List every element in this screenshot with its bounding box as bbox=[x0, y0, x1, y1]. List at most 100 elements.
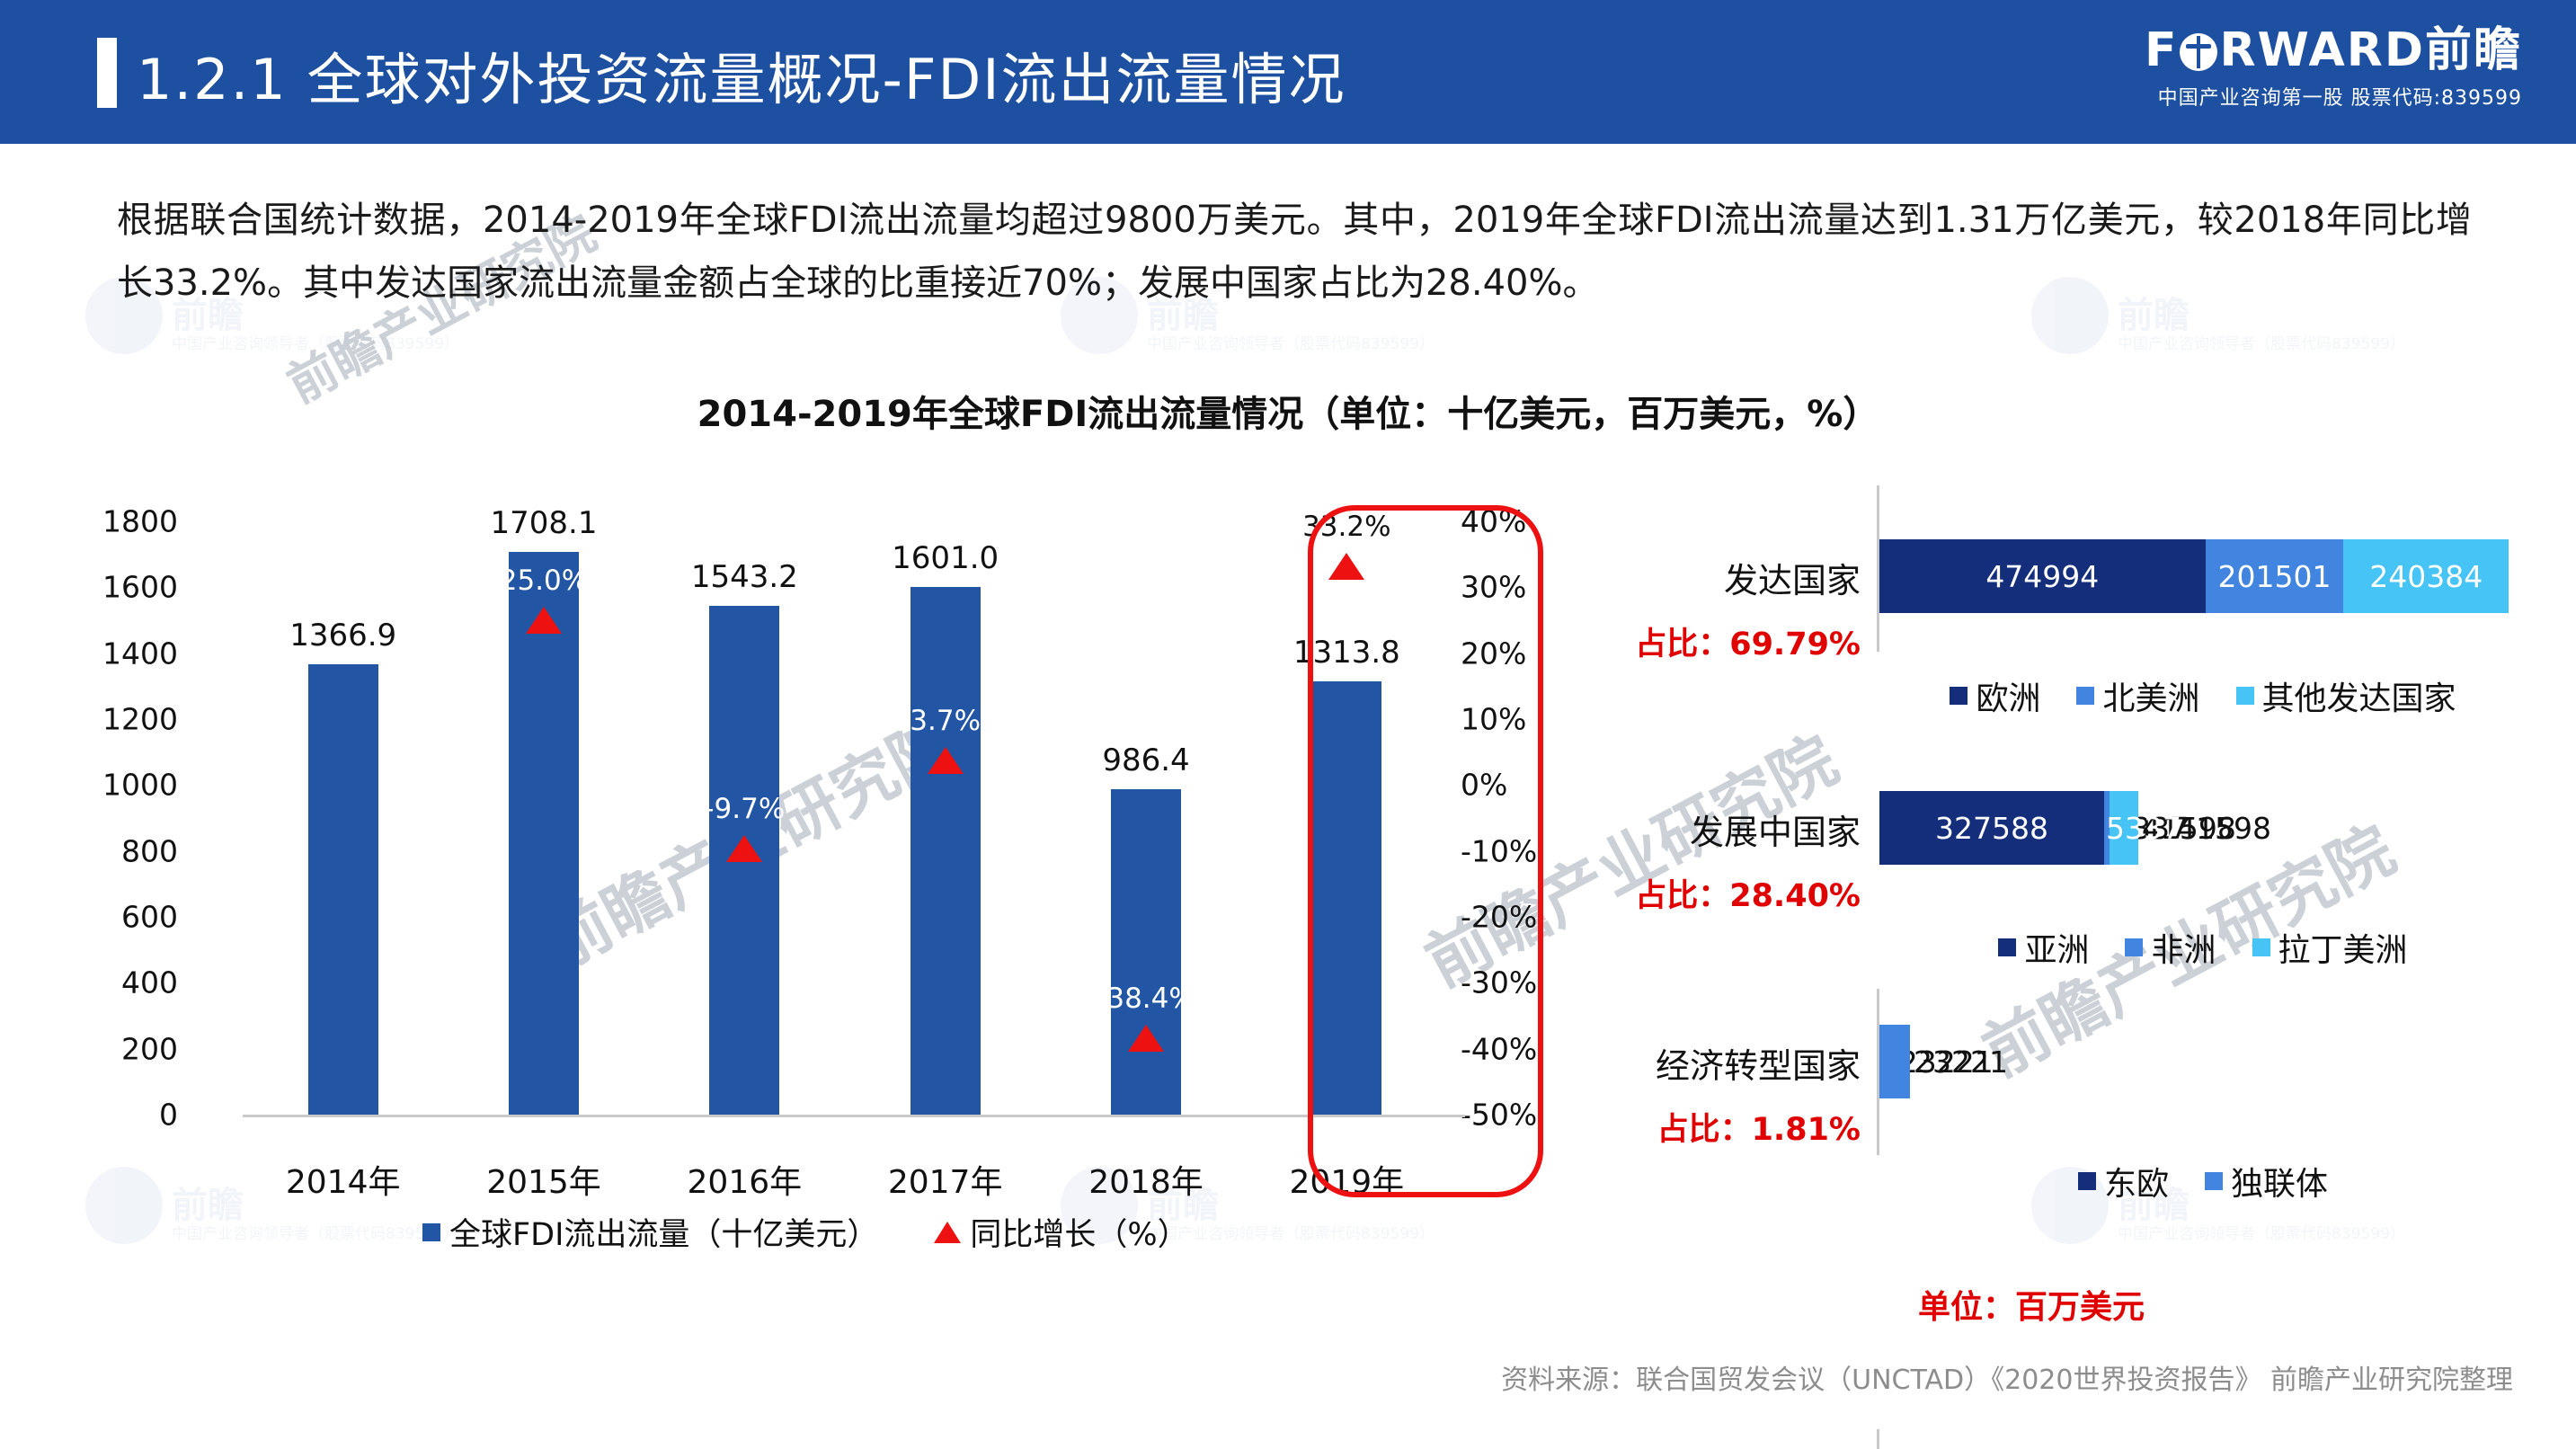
bar[interactable] bbox=[1111, 789, 1181, 1115]
y2-axis-tick: 10% bbox=[1461, 701, 1527, 737]
header-accent-bar bbox=[97, 38, 117, 108]
growth-marker-icon[interactable] bbox=[1128, 1024, 1164, 1052]
stacked-bar-segment[interactable]: 474994 bbox=[1879, 539, 2206, 613]
legend-label: 其他发达国家 bbox=[2261, 680, 2456, 717]
page-title: 1.2.1 全球对外投资流量概况-FDI流出流量情况 bbox=[137, 47, 1346, 112]
y2-axis-tick: -50% bbox=[1461, 1097, 1538, 1133]
highlight-2019-box bbox=[1308, 505, 1543, 1197]
segment-value-label: 41598 bbox=[2141, 810, 2236, 846]
bar-value-label: 1601.0 bbox=[892, 539, 999, 576]
bar-value-label: 1543.2 bbox=[690, 559, 798, 596]
legend-square-icon bbox=[2205, 1172, 2223, 1190]
legend-item-outflow[interactable]: 全球FDI流出流量（十亿美元） bbox=[422, 1209, 878, 1255]
bar[interactable] bbox=[910, 586, 981, 1115]
segment-value-label: 5337 bbox=[2106, 810, 2181, 846]
region-share-label: 占比：69.79% bbox=[1635, 627, 1861, 662]
growth-marker-icon[interactable] bbox=[726, 835, 763, 863]
legend-item-growth[interactable]: 同比增长（%） bbox=[934, 1209, 1189, 1255]
source-note: 资料来源：联合国贸发会议（UNCTAD）《2020世界投资报告》 前瞻产业研究院… bbox=[1501, 1365, 2513, 1396]
legend-label: 东欧 bbox=[2103, 1166, 2169, 1203]
bar-value-label: 1708.1 bbox=[490, 504, 598, 541]
y2-axis-tick: -30% bbox=[1461, 965, 1538, 1000]
legend-square-icon bbox=[2252, 938, 2270, 956]
region-category-label: 经济转型国家 bbox=[1655, 1046, 1861, 1086]
y-axis-tick: 1000 bbox=[102, 767, 178, 803]
stacked-bar: 327588 bbox=[1879, 791, 2138, 865]
segment-value-label: 23221 bbox=[1898, 1044, 1994, 1080]
logo-letter-f: F bbox=[2144, 23, 2179, 77]
slide-header: 1.2.1 全球对外投资流量概况-FDI流出流量情况 F RWARD前瞻 中国产业… bbox=[0, 0, 2576, 144]
legend-label: 亚洲 bbox=[2024, 932, 2090, 969]
stacked-bar-segment[interactable] bbox=[2104, 791, 2110, 865]
stacked-bar-segment[interactable]: 201501 bbox=[2205, 539, 2344, 613]
stacked-bar-segment[interactable]: 240384 bbox=[2343, 539, 2509, 613]
segment-value-label: 23221 bbox=[1914, 1044, 2008, 1080]
y-axis-tick: 800 bbox=[121, 833, 178, 869]
stacked-bar-segment[interactable] bbox=[2110, 791, 2138, 865]
legend-item[interactable]: 独联体 bbox=[2205, 1158, 2328, 1205]
legend-item[interactable]: 北美洲 bbox=[2076, 672, 2200, 719]
y-axis-tick: 600 bbox=[121, 899, 178, 935]
growth-marker-icon[interactable] bbox=[526, 607, 562, 634]
logo-rest: RWARD前瞻 bbox=[2219, 23, 2522, 77]
y-axis-tick: 1800 bbox=[102, 503, 178, 539]
legend-item[interactable]: 非洲 bbox=[2125, 924, 2216, 971]
legend-square-icon bbox=[422, 1222, 440, 1241]
growth-marker-icon[interactable] bbox=[927, 747, 964, 775]
logo-subtitle: 中国产业咨询第一股 股票代码:839599 bbox=[2157, 87, 2522, 110]
legend-item[interactable]: 亚洲 bbox=[1998, 924, 2089, 971]
chart-title: 2014-2019年全球FDI流出流量情况（单位：十亿美元，百万美元，%） bbox=[697, 394, 1879, 435]
logo-wordmark: F RWARD前瞻 bbox=[2145, 27, 2522, 74]
bar[interactable] bbox=[307, 663, 378, 1115]
legend-label: 拉丁美洲 bbox=[2278, 932, 2408, 969]
x-axis-label: 2015年 bbox=[486, 1164, 601, 1201]
y2-axis-tick: -40% bbox=[1461, 1031, 1538, 1067]
legend-item[interactable]: 其他发达国家 bbox=[2235, 672, 2456, 719]
stacked-bar bbox=[1879, 1025, 1910, 1098]
x-axis-label: 2017年 bbox=[887, 1164, 1003, 1201]
y-axis-tick: 0 bbox=[159, 1097, 178, 1133]
watermark-tagline: 中国产业咨询领导者（股票代码839599） bbox=[172, 1225, 459, 1243]
legend-square-icon bbox=[2077, 1172, 2096, 1190]
region-breakdown-panel: 发达国家占比：69.79% 474994 201501 240384 欧洲 北美洲 其他发达… bbox=[1528, 485, 2535, 1449]
legend-label: 欧洲 bbox=[1976, 680, 2041, 717]
region-legend: 欧洲 北美洲 其他发达国家 bbox=[1879, 672, 2527, 719]
legend-square-icon bbox=[2076, 687, 2095, 705]
fdi-outflow-bar-chart: 1800 1600 1400 1200 1000 800 600 400 200 0 40% 30%… bbox=[99, 504, 1543, 1201]
growth-marker-icon[interactable] bbox=[1328, 552, 1365, 580]
legend-item[interactable]: 东欧 bbox=[2077, 1158, 2169, 1205]
growth-percent-label: 3.7% bbox=[910, 705, 982, 738]
plot-area: 1366.9 2014年 1708.1 2015年 25.0% 1543.2 2016年 -9… bbox=[243, 505, 1543, 1201]
bar[interactable] bbox=[1311, 681, 1382, 1115]
stacked-bar-segment[interactable] bbox=[1879, 1025, 1910, 1098]
x-axis-label: 2016年 bbox=[687, 1164, 803, 1201]
segment-value-label: 41598 bbox=[2177, 810, 2271, 846]
body-paragraph: 根据联合国统计数据，2014-2019年全球FDI流出流量均超过9800万美元。… bbox=[117, 200, 2472, 304]
y-axis-tick: 1600 bbox=[102, 569, 178, 605]
legend-label: 北美洲 bbox=[2102, 680, 2200, 717]
region-category-label: 发达国家 bbox=[1723, 561, 1861, 600]
legend-square-icon bbox=[2125, 938, 2144, 956]
y2-axis-tick: 20% bbox=[1461, 636, 1527, 671]
legend-square-icon bbox=[2235, 687, 2254, 705]
legend-square-icon bbox=[1950, 687, 1968, 705]
y-axis-tick: 400 bbox=[121, 965, 178, 1000]
region-category-label: 发展中国家 bbox=[1689, 813, 1861, 852]
region-legend: 东欧 独联体 bbox=[1879, 1158, 2527, 1205]
legend-label: 同比增长（%） bbox=[970, 1217, 1189, 1253]
watermark-tagline: 中国产业咨询领导者（股票代码839599） bbox=[2118, 335, 2405, 353]
growth-percent-label: -9.7% bbox=[704, 793, 786, 826]
bar-value-label: 986.4 bbox=[1102, 742, 1190, 779]
legend-item[interactable]: 拉丁美洲 bbox=[2252, 924, 2408, 971]
stacked-bar-segment[interactable]: 327588 bbox=[1879, 791, 2105, 865]
unit-note: 单位：百万美元 bbox=[1917, 1289, 2145, 1326]
watermark-tagline: 中国产业咨询领导者（股票代码839599） bbox=[172, 335, 459, 353]
region-legend: 亚洲 非洲 拉丁美洲 bbox=[1879, 924, 2527, 971]
legend-label: 独联体 bbox=[2231, 1166, 2329, 1203]
category-axis-line bbox=[1877, 989, 1879, 1155]
y2-axis-tick: -20% bbox=[1461, 899, 1538, 935]
globe-icon bbox=[2180, 33, 2218, 71]
bar[interactable] bbox=[509, 551, 579, 1115]
legend-item[interactable]: 欧洲 bbox=[1950, 672, 2040, 719]
